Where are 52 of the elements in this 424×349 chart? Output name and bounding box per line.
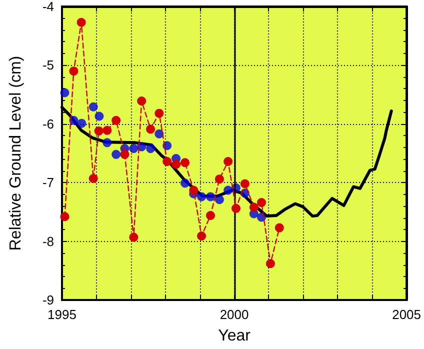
point [162, 141, 172, 150]
point [154, 108, 164, 118]
x-tick-label: 2000 [220, 307, 249, 322]
point [112, 116, 121, 125]
y-tick-label: -6 [42, 116, 54, 132]
point [249, 202, 258, 212]
point [129, 232, 138, 242]
y-tick-label: -4 [42, 0, 54, 14]
point [60, 212, 70, 222]
y-tick-label: -9 [42, 292, 54, 308]
point [154, 129, 164, 138]
point [197, 192, 206, 202]
point [94, 126, 104, 136]
point [206, 210, 215, 220]
point [60, 88, 70, 98]
y-tick-label: -7 [42, 175, 54, 190]
point [120, 150, 130, 159]
point [232, 204, 240, 213]
point [172, 160, 181, 169]
point [274, 223, 284, 232]
point [137, 96, 146, 106]
point [180, 158, 190, 168]
point [112, 150, 121, 159]
point [102, 126, 112, 135]
point [162, 156, 172, 166]
point [180, 178, 190, 188]
y-tick-label: -8 [42, 234, 54, 249]
x-axis-title: Year [218, 328, 252, 344]
point [76, 18, 86, 27]
point [94, 112, 104, 121]
point [69, 66, 78, 76]
point [146, 124, 156, 134]
point [240, 179, 250, 188]
point [214, 174, 224, 184]
x-tick-label: 1995 [48, 307, 76, 322]
point [102, 138, 112, 148]
point [77, 118, 86, 128]
point [197, 232, 206, 241]
point [257, 198, 266, 208]
y-tick-label: -5 [42, 58, 54, 73]
point [206, 192, 215, 202]
point [88, 174, 98, 183]
point [214, 195, 224, 204]
point [146, 144, 156, 154]
y-axis-title: Relative Ground Level (cm) [8, 56, 24, 251]
point [266, 259, 275, 268]
point [88, 102, 98, 112]
x-tick-label: 2005 [392, 307, 421, 322]
point [129, 144, 138, 154]
point [224, 156, 233, 166]
point [224, 186, 233, 195]
point [189, 186, 198, 195]
